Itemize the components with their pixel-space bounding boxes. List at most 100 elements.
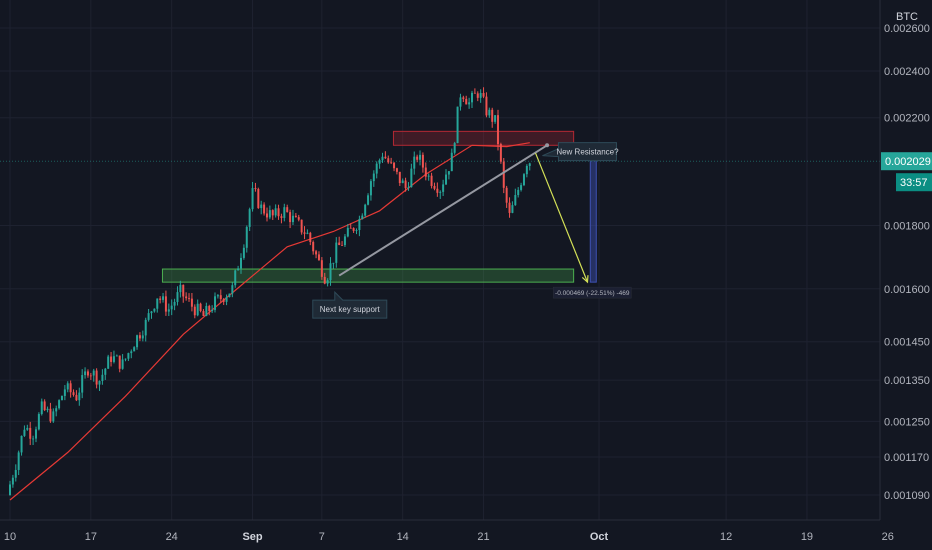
support-callout: Next key support xyxy=(312,290,388,319)
candle-body xyxy=(242,247,245,258)
candle-body xyxy=(528,163,531,166)
candle-body xyxy=(502,161,505,188)
candle-body xyxy=(32,438,35,440)
candle-body xyxy=(326,280,329,284)
candle-body xyxy=(505,187,508,203)
candle-body xyxy=(381,156,384,161)
candle-body xyxy=(349,227,352,229)
candle-body xyxy=(265,213,268,218)
candle-body xyxy=(92,370,95,376)
resistance-callout-label: New Resistance? xyxy=(556,148,619,157)
candle-body xyxy=(442,184,445,192)
time-tick-label: 26 xyxy=(882,531,894,543)
price-tick-label: 0.002600 xyxy=(884,23,930,35)
candle-body xyxy=(511,205,514,213)
candle-body xyxy=(257,189,260,209)
price-tick-label: 0.001170 xyxy=(884,452,929,464)
candle-body xyxy=(352,228,355,231)
candle-body xyxy=(40,401,43,415)
candle-body xyxy=(29,427,32,439)
candle-body xyxy=(228,293,231,298)
candle-body xyxy=(147,313,150,320)
candle-body xyxy=(193,306,196,316)
candle-body xyxy=(240,257,242,269)
candle-body xyxy=(95,370,98,385)
candle-body xyxy=(205,305,208,316)
candle-body xyxy=(482,92,485,97)
candle-body xyxy=(72,392,75,395)
candle-body xyxy=(488,109,491,116)
candle-body xyxy=(338,242,341,246)
candle-body xyxy=(130,351,133,354)
candle-body xyxy=(55,408,58,412)
candle-body xyxy=(150,311,153,314)
candle-body xyxy=(225,297,228,302)
current-price-tag: 0.002029 33:57 xyxy=(881,152,932,192)
candle-body xyxy=(37,414,40,430)
candle-body xyxy=(416,156,419,160)
chart-zones xyxy=(0,130,880,283)
currency-label: BTC xyxy=(896,11,918,23)
candle-body xyxy=(387,158,390,163)
candle-body xyxy=(317,254,320,261)
candle-body xyxy=(60,395,63,401)
candle-body xyxy=(367,195,370,205)
candle-body xyxy=(479,92,482,98)
time-tick-label: 17 xyxy=(85,531,97,543)
candle-body xyxy=(364,204,367,216)
candle-body xyxy=(153,308,156,312)
candle-body xyxy=(144,319,147,336)
candle-body xyxy=(459,97,462,107)
price-axis[interactable]: BTC 0.0026000.0024000.0022000.0018000.00… xyxy=(879,0,932,520)
candle-body xyxy=(78,392,81,401)
candle-body xyxy=(156,298,159,309)
candle-body xyxy=(494,115,497,122)
candle-body xyxy=(75,394,78,401)
candle-body xyxy=(462,97,465,99)
candle-body xyxy=(378,160,381,164)
candle-body xyxy=(436,188,439,193)
support-zone xyxy=(161,268,575,283)
candle-body xyxy=(86,371,89,376)
candle-body xyxy=(138,335,141,339)
candle-body xyxy=(447,171,450,175)
candle-body xyxy=(136,335,139,348)
candle-body xyxy=(499,144,502,162)
candle-body xyxy=(274,208,277,216)
countdown-label: 33:57 xyxy=(900,177,928,189)
candle-body xyxy=(118,355,121,369)
candle-body xyxy=(81,375,84,393)
candle-body xyxy=(251,188,254,210)
resistance-zone xyxy=(392,130,575,146)
candle-body xyxy=(453,143,456,153)
candle-body xyxy=(63,389,66,396)
candle-body xyxy=(404,180,407,189)
price-tick-label: 0.001250 xyxy=(884,416,930,428)
candle-body xyxy=(214,296,217,310)
candle-body xyxy=(306,232,309,234)
candle-body xyxy=(188,298,191,299)
candle-body xyxy=(286,207,289,213)
candle-body xyxy=(121,359,124,369)
candle-body xyxy=(46,408,49,411)
candle-body xyxy=(291,215,294,223)
time-tick-label: 24 xyxy=(166,531,178,543)
projection-arrow xyxy=(534,152,589,283)
candles-layer xyxy=(9,87,531,496)
candle-body xyxy=(164,296,167,312)
drawing-overlay: New Resistance? Next key support -0.000469… xyxy=(312,142,632,319)
candle-body xyxy=(9,484,11,495)
candle-body xyxy=(237,268,240,271)
candle-body xyxy=(283,207,286,218)
candle-body xyxy=(11,477,14,485)
price-tick-label: 0.001090 xyxy=(884,490,930,502)
time-tick-label: Sep xyxy=(242,531,262,543)
candle-body xyxy=(43,401,46,411)
candle-body xyxy=(341,245,344,246)
time-axis[interactable]: 10 17 24 Sep 7 14 21 Oct 12 19 26 xyxy=(0,519,932,550)
candle-body xyxy=(332,262,335,264)
time-tick-label: 7 xyxy=(319,531,325,543)
candle-body xyxy=(107,356,110,369)
candle-body xyxy=(185,296,188,299)
